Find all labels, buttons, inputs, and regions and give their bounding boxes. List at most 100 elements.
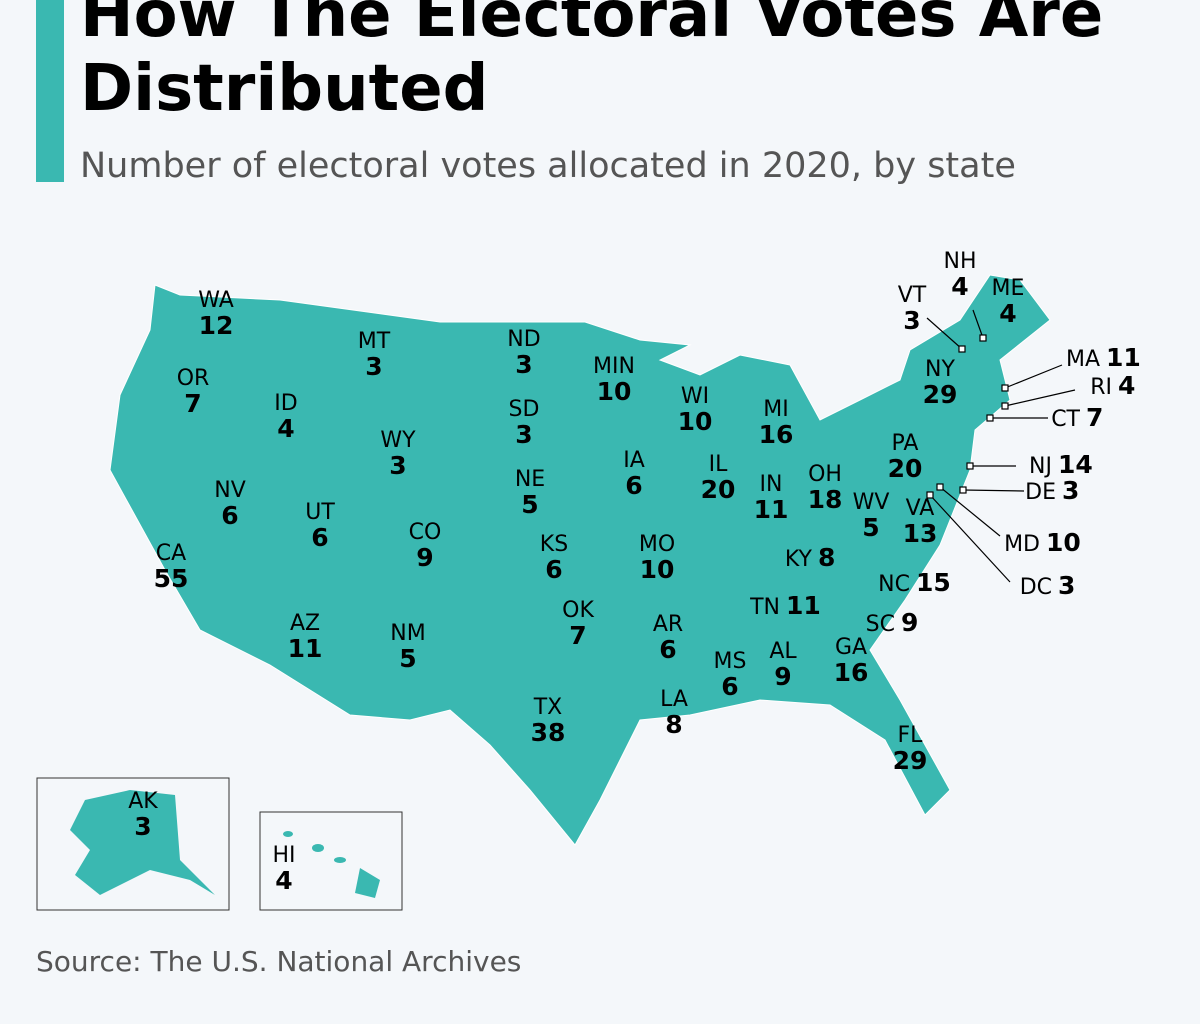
state-code: WI	[681, 384, 709, 409]
electoral-votes: 11	[1106, 343, 1141, 372]
callout-line-dc	[929, 494, 1011, 583]
electoral-votes: 20	[701, 475, 736, 504]
electoral-votes: 6	[721, 672, 738, 701]
state-code: AR	[653, 612, 683, 637]
state-label-tn: TN 11	[749, 591, 821, 620]
electoral-votes: 3	[134, 812, 151, 841]
alaska-shape	[70, 790, 215, 895]
electoral-votes: 6	[625, 471, 642, 500]
state-label-nv: NV6	[214, 478, 246, 530]
page-title: How The Electoral Votes Are Distributed	[80, 0, 1104, 126]
state-label-ms: MS6	[714, 649, 747, 701]
state-label-ok: OK7	[562, 598, 594, 650]
state-code: MT	[358, 329, 391, 354]
electoral-votes: 7	[569, 621, 586, 650]
state-label-md: MD 10	[1004, 528, 1081, 557]
state-code: NV	[214, 478, 246, 503]
state-code: DC	[1020, 575, 1052, 600]
callout-marker-md	[936, 483, 944, 491]
electoral-votes: 4	[1118, 371, 1135, 400]
state-code: TX	[533, 695, 563, 720]
state-code: ME	[992, 276, 1025, 301]
state-code: OH	[808, 462, 842, 487]
state-code: AZ	[290, 611, 320, 636]
state-code: NY	[925, 357, 955, 382]
callout-marker-nh	[979, 334, 987, 342]
electoral-votes: 3	[365, 352, 382, 381]
electoral-votes: 15	[916, 568, 951, 597]
electoral-votes: 3	[1058, 571, 1075, 600]
state-label-hi: HI4	[272, 843, 295, 895]
electoral-votes: 29	[893, 746, 928, 775]
accent-bar	[36, 0, 64, 182]
electoral-votes: 10	[678, 407, 713, 436]
state-code: IN	[760, 472, 783, 497]
electoral-votes: 8	[818, 543, 835, 572]
electoral-votes: 5	[862, 513, 879, 542]
electoral-votes: 4	[999, 299, 1016, 328]
electoral-votes: 4	[275, 866, 292, 895]
callout-marker-ma	[1001, 384, 1009, 392]
electoral-votes: 3	[389, 451, 406, 480]
state-label-wv: WV5	[853, 490, 890, 542]
callout-line-md	[939, 486, 1001, 537]
state-code: NM	[390, 621, 425, 646]
callout-lines	[926, 309, 1076, 583]
state-code: VT	[898, 283, 927, 308]
electoral-votes: 20	[888, 454, 923, 483]
state-code: HI	[272, 843, 295, 868]
state-label-ut: UT6	[305, 500, 335, 552]
state-code: WV	[853, 490, 890, 515]
electoral-votes: 6	[545, 555, 562, 584]
state-code: MA	[1066, 347, 1100, 372]
state-code: KY	[785, 547, 813, 572]
electoral-votes: 11	[288, 634, 323, 663]
electoral-votes: 3	[1062, 476, 1079, 505]
state-code: AL	[769, 639, 797, 664]
electoral-votes: 38	[531, 718, 566, 747]
state-code: NJ	[1029, 454, 1052, 479]
callout-line-vt	[926, 317, 963, 350]
state-label-ne: NE5	[515, 467, 545, 519]
state-code: WA	[198, 288, 234, 313]
state-label-ks: KS6	[540, 532, 568, 584]
state-label-nc: NC 15	[878, 568, 951, 597]
electoral-votes: 8	[665, 710, 682, 739]
electoral-votes: 16	[834, 658, 869, 687]
state-label-ct: CT 7	[1051, 403, 1103, 432]
state-label-mt: MT3	[358, 329, 391, 381]
state-code: ND	[507, 327, 540, 352]
state-label-co: CO9	[409, 520, 442, 572]
electoral-votes: 5	[399, 644, 416, 673]
state-label-ia: IA6	[623, 448, 645, 500]
callout-line-nh	[972, 309, 984, 339]
electoral-votes: 4	[951, 272, 968, 301]
state-label-ma: MA 11	[1066, 343, 1141, 372]
callout-marker-de	[959, 486, 967, 494]
callout-marker-nj	[966, 462, 974, 470]
state-code: ID	[274, 391, 297, 416]
electoral-votes: 55	[154, 564, 189, 593]
electoral-votes: 3	[515, 420, 532, 449]
state-label-nh: NH4	[944, 249, 977, 301]
electoral-votes: 11	[754, 495, 789, 524]
electoral-votes: 9	[416, 543, 433, 572]
electoral-votes: 6	[659, 635, 676, 664]
state-code: AK	[128, 789, 158, 814]
state-code: SC	[866, 612, 895, 637]
state-label-dc: DC 3	[1020, 571, 1076, 600]
state-code: LA	[660, 687, 688, 712]
electoral-votes: 5	[521, 490, 538, 519]
electoral-votes: 7	[184, 389, 201, 418]
callout-marker-vt	[958, 345, 966, 353]
